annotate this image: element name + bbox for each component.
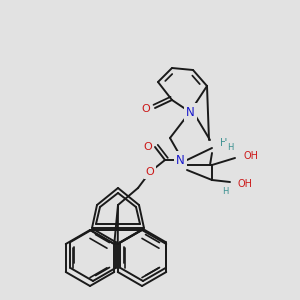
Text: OH: OH [238,179,253,189]
Text: O: O [142,104,150,114]
Text: H: H [222,188,228,196]
Text: OH: OH [243,151,258,161]
Text: N: N [186,106,194,118]
Text: N: N [176,154,184,166]
Text: H: H [220,138,228,148]
Text: H: H [227,143,233,152]
Text: O: O [146,167,154,177]
Text: O: O [144,142,152,152]
